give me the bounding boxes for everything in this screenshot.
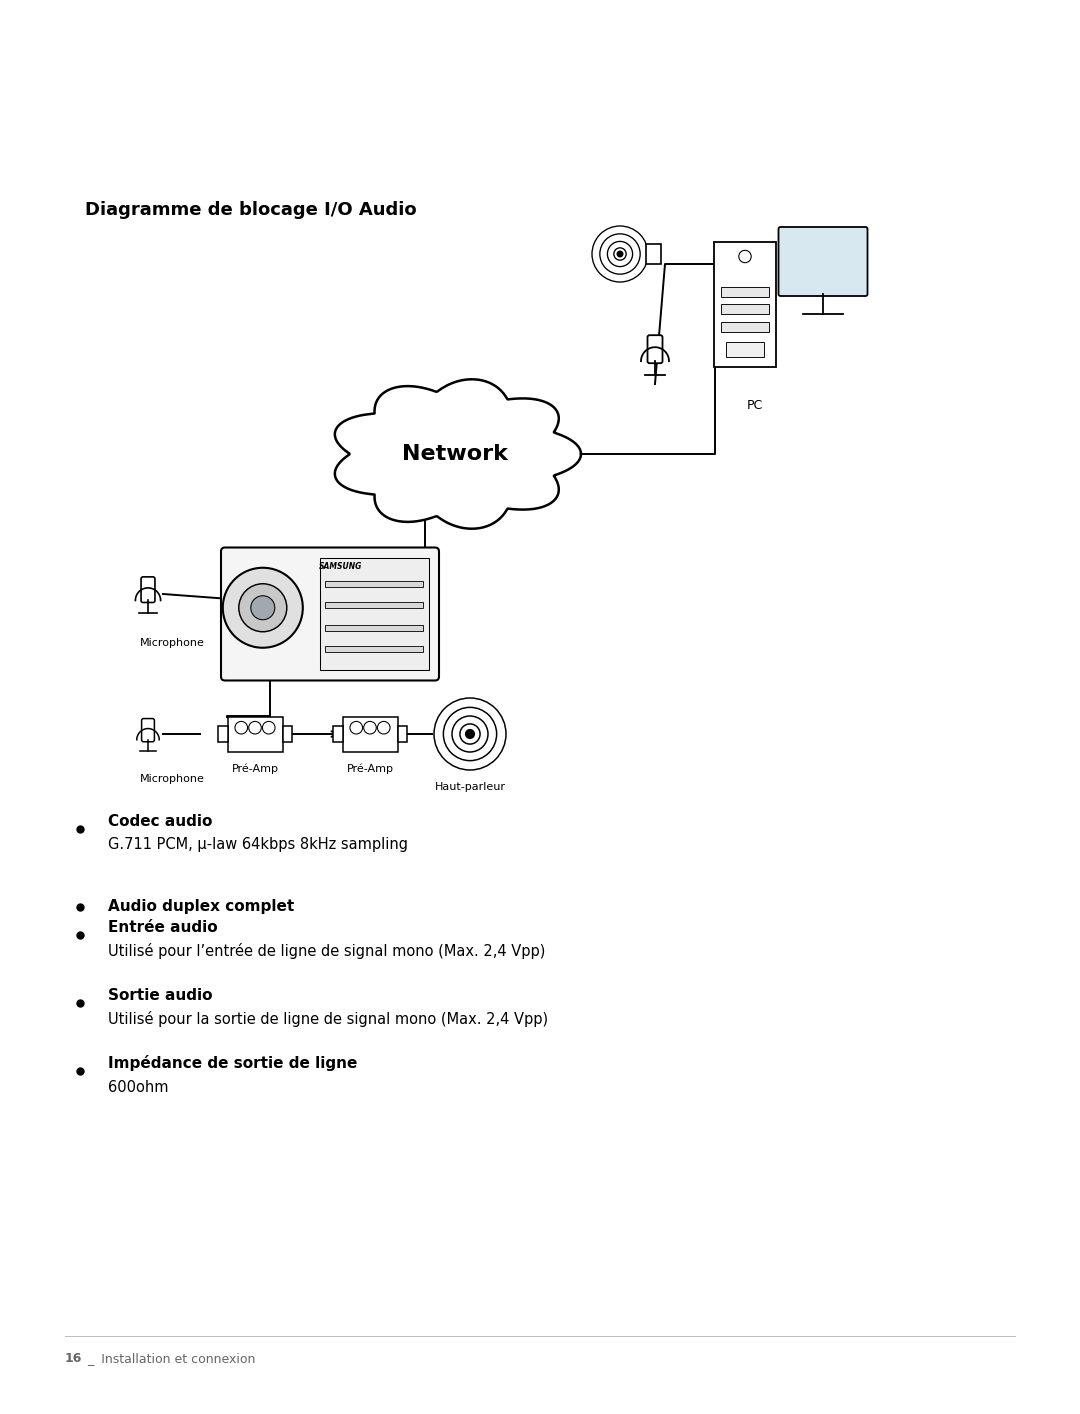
FancyBboxPatch shape <box>721 304 769 314</box>
FancyBboxPatch shape <box>397 727 407 742</box>
FancyBboxPatch shape <box>325 625 423 631</box>
Text: Utilisé pour l’entrée de ligne de signal mono (Max. 2,4 Vpp): Utilisé pour l’entrée de ligne de signal… <box>108 943 545 959</box>
Text: Utilisé pour la sortie de ligne de signal mono (Max. 2,4 Vpp): Utilisé pour la sortie de ligne de signa… <box>108 1011 549 1027</box>
Text: Pré-Amp: Pré-Amp <box>231 764 279 775</box>
Text: _  Installation et connexion: _ Installation et connexion <box>87 1353 255 1366</box>
Circle shape <box>239 584 287 632</box>
Text: Microphone: Microphone <box>140 638 205 648</box>
Text: Haut-parleur: Haut-parleur <box>434 782 505 792</box>
Polygon shape <box>335 379 581 529</box>
FancyBboxPatch shape <box>320 557 429 670</box>
FancyBboxPatch shape <box>325 646 423 652</box>
Circle shape <box>222 568 302 648</box>
Circle shape <box>465 730 474 738</box>
Text: Entrée audio: Entrée audio <box>108 919 218 935</box>
FancyBboxPatch shape <box>325 581 423 587</box>
FancyBboxPatch shape <box>333 727 342 742</box>
Text: Sortie audio: Sortie audio <box>108 987 213 1003</box>
FancyBboxPatch shape <box>727 342 764 356</box>
FancyBboxPatch shape <box>648 335 662 363</box>
Text: Codec audio: Codec audio <box>108 813 213 829</box>
Text: 600ohm: 600ohm <box>108 1079 168 1094</box>
FancyBboxPatch shape <box>342 717 397 751</box>
FancyBboxPatch shape <box>141 718 154 742</box>
FancyBboxPatch shape <box>714 242 777 366</box>
Circle shape <box>617 252 623 257</box>
Text: PC: PC <box>747 399 764 411</box>
Text: 16: 16 <box>65 1353 82 1366</box>
Text: Pré-Amp: Pré-Amp <box>347 764 393 775</box>
Text: Impédance de sortie de ligne: Impédance de sortie de ligne <box>108 1055 357 1070</box>
FancyBboxPatch shape <box>779 228 867 296</box>
FancyBboxPatch shape <box>221 547 438 680</box>
Text: Diagramme de blocage I/O Audio: Diagramme de blocage I/O Audio <box>85 201 417 219</box>
FancyBboxPatch shape <box>283 727 293 742</box>
FancyBboxPatch shape <box>141 577 154 602</box>
Text: Network: Network <box>402 444 508 464</box>
FancyBboxPatch shape <box>325 602 423 608</box>
Circle shape <box>251 595 274 619</box>
FancyBboxPatch shape <box>721 321 769 331</box>
FancyBboxPatch shape <box>721 287 769 297</box>
FancyBboxPatch shape <box>228 717 283 751</box>
FancyBboxPatch shape <box>217 727 228 742</box>
Text: G.711 PCM, μ-law 64kbps 8kHz sampling: G.711 PCM, μ-law 64kbps 8kHz sampling <box>108 837 408 853</box>
Text: Audio duplex complet: Audio duplex complet <box>108 899 294 915</box>
Text: SAMSUNG: SAMSUNG <box>319 561 362 571</box>
Text: Microphone: Microphone <box>140 773 205 783</box>
FancyBboxPatch shape <box>646 245 661 264</box>
